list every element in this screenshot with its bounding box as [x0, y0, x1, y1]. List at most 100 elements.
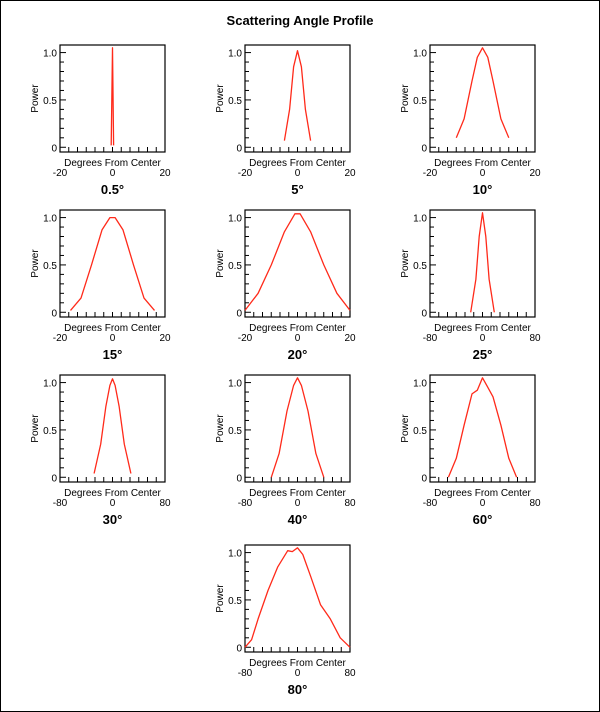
- x-tick-label: 80: [344, 668, 356, 679]
- x-tick-label: 0: [480, 168, 486, 179]
- plot-frame: [244, 374, 351, 483]
- y-axis-label: Power: [215, 84, 226, 113]
- series-line: [270, 377, 325, 478]
- x-axis-label: Degrees From Center: [64, 488, 161, 499]
- y-tick-label: 0.5: [228, 426, 242, 437]
- y-tick-label: 0.5: [413, 261, 427, 272]
- x-tick-label: 0: [295, 498, 301, 509]
- x-axis-label: Degrees From Center: [434, 488, 531, 499]
- x-tick-label: 80: [159, 498, 171, 509]
- x-tick-label: 80: [344, 498, 356, 509]
- x-axis-label: Degrees From Center: [64, 323, 161, 334]
- panel-label: 30°: [103, 512, 123, 527]
- plot-frame: [429, 374, 536, 483]
- x-tick-label: 0: [295, 668, 301, 679]
- x-tick-label: 0: [480, 498, 486, 509]
- y-axis-label: Power: [400, 84, 411, 113]
- plot-frame: [59, 374, 166, 483]
- y-axis-label: Power: [215, 249, 226, 278]
- series-line: [93, 378, 132, 474]
- y-tick-label: 0: [236, 473, 242, 484]
- y-tick-label: 0.5: [228, 261, 242, 272]
- y-tick-label: 1.0: [43, 214, 57, 225]
- y-axis-label: Power: [400, 414, 411, 443]
- x-tick-label: 20: [529, 168, 541, 179]
- x-tick-label: -20: [238, 168, 253, 179]
- x-tick-label: -80: [423, 333, 438, 344]
- x-tick-label: 80: [529, 498, 541, 509]
- y-tick-label: 0.5: [413, 426, 427, 437]
- plot-frame: [244, 44, 351, 153]
- y-axis-label: Power: [215, 414, 226, 443]
- x-tick-label: 0: [295, 333, 301, 344]
- y-tick-label: 1.0: [43, 49, 57, 60]
- y-tick-label: 0: [236, 143, 242, 154]
- x-tick-label: 0: [110, 333, 116, 344]
- y-tick-label: 1.0: [413, 379, 427, 390]
- y-tick-label: 0: [421, 473, 427, 484]
- chart-title: Scattering Angle Profile: [227, 13, 374, 28]
- y-tick-label: 0: [236, 308, 242, 319]
- y-tick-label: 1.0: [228, 549, 242, 560]
- y-tick-label: 0.5: [43, 96, 57, 107]
- y-tick-label: 0.5: [228, 96, 242, 107]
- y-axis-label: Power: [30, 249, 41, 278]
- x-axis-label: Degrees From Center: [434, 323, 531, 334]
- y-axis-label: Power: [30, 84, 41, 113]
- x-tick-label: 80: [529, 333, 541, 344]
- y-tick-label: 1.0: [228, 214, 242, 225]
- series-line: [470, 212, 495, 313]
- series-line: [110, 47, 115, 146]
- series-line: [244, 213, 351, 311]
- y-axis-label: Power: [400, 249, 411, 278]
- x-tick-label: 0: [295, 168, 301, 179]
- x-axis-label: Degrees From Center: [249, 488, 346, 499]
- x-tick-label: 0: [480, 333, 486, 344]
- series-line: [70, 216, 155, 311]
- x-tick-label: -20: [53, 168, 68, 179]
- x-axis-label: Degrees From Center: [249, 658, 346, 669]
- y-axis-label: Power: [215, 584, 226, 613]
- x-tick-label: 20: [344, 333, 356, 344]
- x-tick-label: 0: [110, 168, 116, 179]
- plot-frame: [244, 544, 351, 653]
- series-line: [447, 377, 518, 478]
- plot-frame: [59, 209, 166, 318]
- plot-frame: [244, 209, 351, 318]
- y-tick-label: 1.0: [228, 379, 242, 390]
- x-axis-label: Degrees From Center: [64, 158, 161, 169]
- plot-frame: [429, 209, 536, 318]
- y-axis-label: Power: [30, 414, 41, 443]
- x-tick-label: -80: [53, 498, 68, 509]
- y-tick-label: 0: [51, 473, 57, 484]
- y-tick-label: 1.0: [413, 214, 427, 225]
- x-tick-label: -80: [238, 498, 253, 509]
- panel-label: 80°: [288, 682, 308, 697]
- y-tick-label: 1.0: [413, 49, 427, 60]
- y-tick-label: 0: [51, 143, 57, 154]
- panel-label: 5°: [291, 182, 303, 197]
- y-tick-label: 0: [421, 143, 427, 154]
- y-tick-label: 0.5: [43, 261, 57, 272]
- x-tick-label: 20: [159, 168, 171, 179]
- y-tick-label: 1.0: [43, 379, 57, 390]
- y-tick-label: 0: [51, 308, 57, 319]
- y-tick-label: 1.0: [228, 49, 242, 60]
- y-tick-label: 0.5: [228, 596, 242, 607]
- series-line: [283, 50, 312, 141]
- x-axis-label: Degrees From Center: [434, 158, 531, 169]
- panel-label: 40°: [288, 512, 308, 527]
- y-tick-label: 0: [236, 643, 242, 654]
- panel-label: 15°: [103, 347, 123, 362]
